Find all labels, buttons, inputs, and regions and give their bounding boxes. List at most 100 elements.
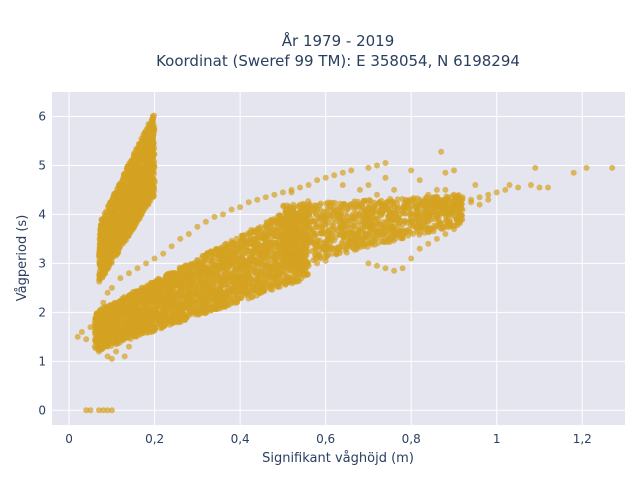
data-point (111, 244, 117, 250)
data-point (126, 215, 132, 221)
data-point (144, 162, 150, 168)
data-point (395, 217, 401, 223)
data-point (158, 285, 164, 291)
data-point (288, 212, 294, 218)
data-point (407, 212, 413, 218)
data-point (112, 302, 118, 308)
data-point (174, 283, 180, 289)
data-point (149, 126, 155, 132)
data-point (220, 278, 226, 284)
data-point (309, 248, 315, 254)
data-point (96, 254, 102, 260)
data-point (258, 252, 264, 258)
data-point (112, 236, 118, 242)
data-point (139, 325, 145, 331)
data-point (250, 258, 256, 264)
data-point (331, 237, 337, 243)
data-point (135, 302, 141, 308)
data-point (428, 208, 434, 214)
data-point (134, 210, 140, 216)
data-point (256, 226, 262, 232)
data-point (172, 296, 178, 302)
data-point (298, 275, 304, 281)
data-point (147, 170, 153, 176)
data-point (201, 301, 207, 307)
data-point (356, 219, 362, 225)
data-point (159, 316, 165, 322)
data-point (187, 269, 193, 275)
data-point (435, 197, 441, 203)
data-point (346, 202, 352, 208)
data-point (232, 252, 238, 258)
data-point (111, 249, 117, 255)
data-point (369, 242, 375, 248)
data-point (191, 264, 197, 270)
data-point (286, 278, 292, 284)
data-point (326, 210, 332, 216)
data-point (143, 154, 149, 160)
data-point (132, 220, 138, 226)
data-point (337, 213, 343, 219)
data-point (110, 201, 116, 207)
data-point (253, 249, 259, 255)
data-point (130, 289, 136, 295)
data-point (281, 235, 287, 241)
data-point (131, 164, 137, 170)
data-point (235, 245, 241, 251)
data-point (196, 294, 202, 300)
data-point (326, 231, 332, 237)
data-point (152, 290, 158, 296)
data-point (243, 259, 249, 265)
data-point (210, 271, 216, 277)
data-point (123, 332, 129, 338)
data-point (137, 288, 143, 294)
data-point (98, 261, 104, 267)
data-point (112, 321, 118, 327)
data-point (158, 302, 164, 308)
chart-title-line-1: År 1979 - 2019 (282, 31, 395, 50)
data-point (156, 277, 162, 283)
data-point (118, 311, 124, 317)
data-point (92, 332, 98, 338)
data-point (175, 310, 181, 316)
data-point (133, 195, 139, 201)
data-point (258, 242, 264, 248)
data-point (150, 193, 156, 199)
data-point (131, 313, 137, 319)
data-point (315, 251, 321, 257)
data-point (120, 176, 126, 182)
data-point (98, 223, 104, 229)
data-point (288, 245, 294, 251)
data-point (302, 247, 308, 253)
data-point (354, 213, 360, 219)
data-point (100, 274, 106, 280)
data-point (299, 216, 305, 222)
data-point (448, 211, 454, 217)
data-point (247, 230, 253, 236)
data-point (429, 201, 435, 207)
data-point (361, 242, 367, 248)
data-point (255, 237, 261, 243)
data-point (400, 235, 406, 241)
data-point (95, 326, 101, 332)
data-point (128, 159, 134, 165)
data-point (149, 143, 155, 149)
data-point (140, 201, 146, 207)
data-point (109, 211, 115, 217)
data-point (446, 220, 452, 226)
data-point (388, 234, 394, 240)
data-point (124, 223, 130, 229)
data-point (377, 209, 383, 215)
data-point (143, 184, 149, 190)
data-point (166, 283, 172, 289)
data-point (110, 195, 116, 201)
data-point (267, 284, 273, 290)
data-point (297, 242, 303, 248)
data-point (302, 230, 308, 236)
data-point (283, 206, 289, 212)
data-point (129, 305, 135, 311)
data-point (193, 288, 199, 294)
data-point (181, 268, 187, 274)
data-point (115, 316, 121, 322)
data-point (258, 267, 264, 273)
